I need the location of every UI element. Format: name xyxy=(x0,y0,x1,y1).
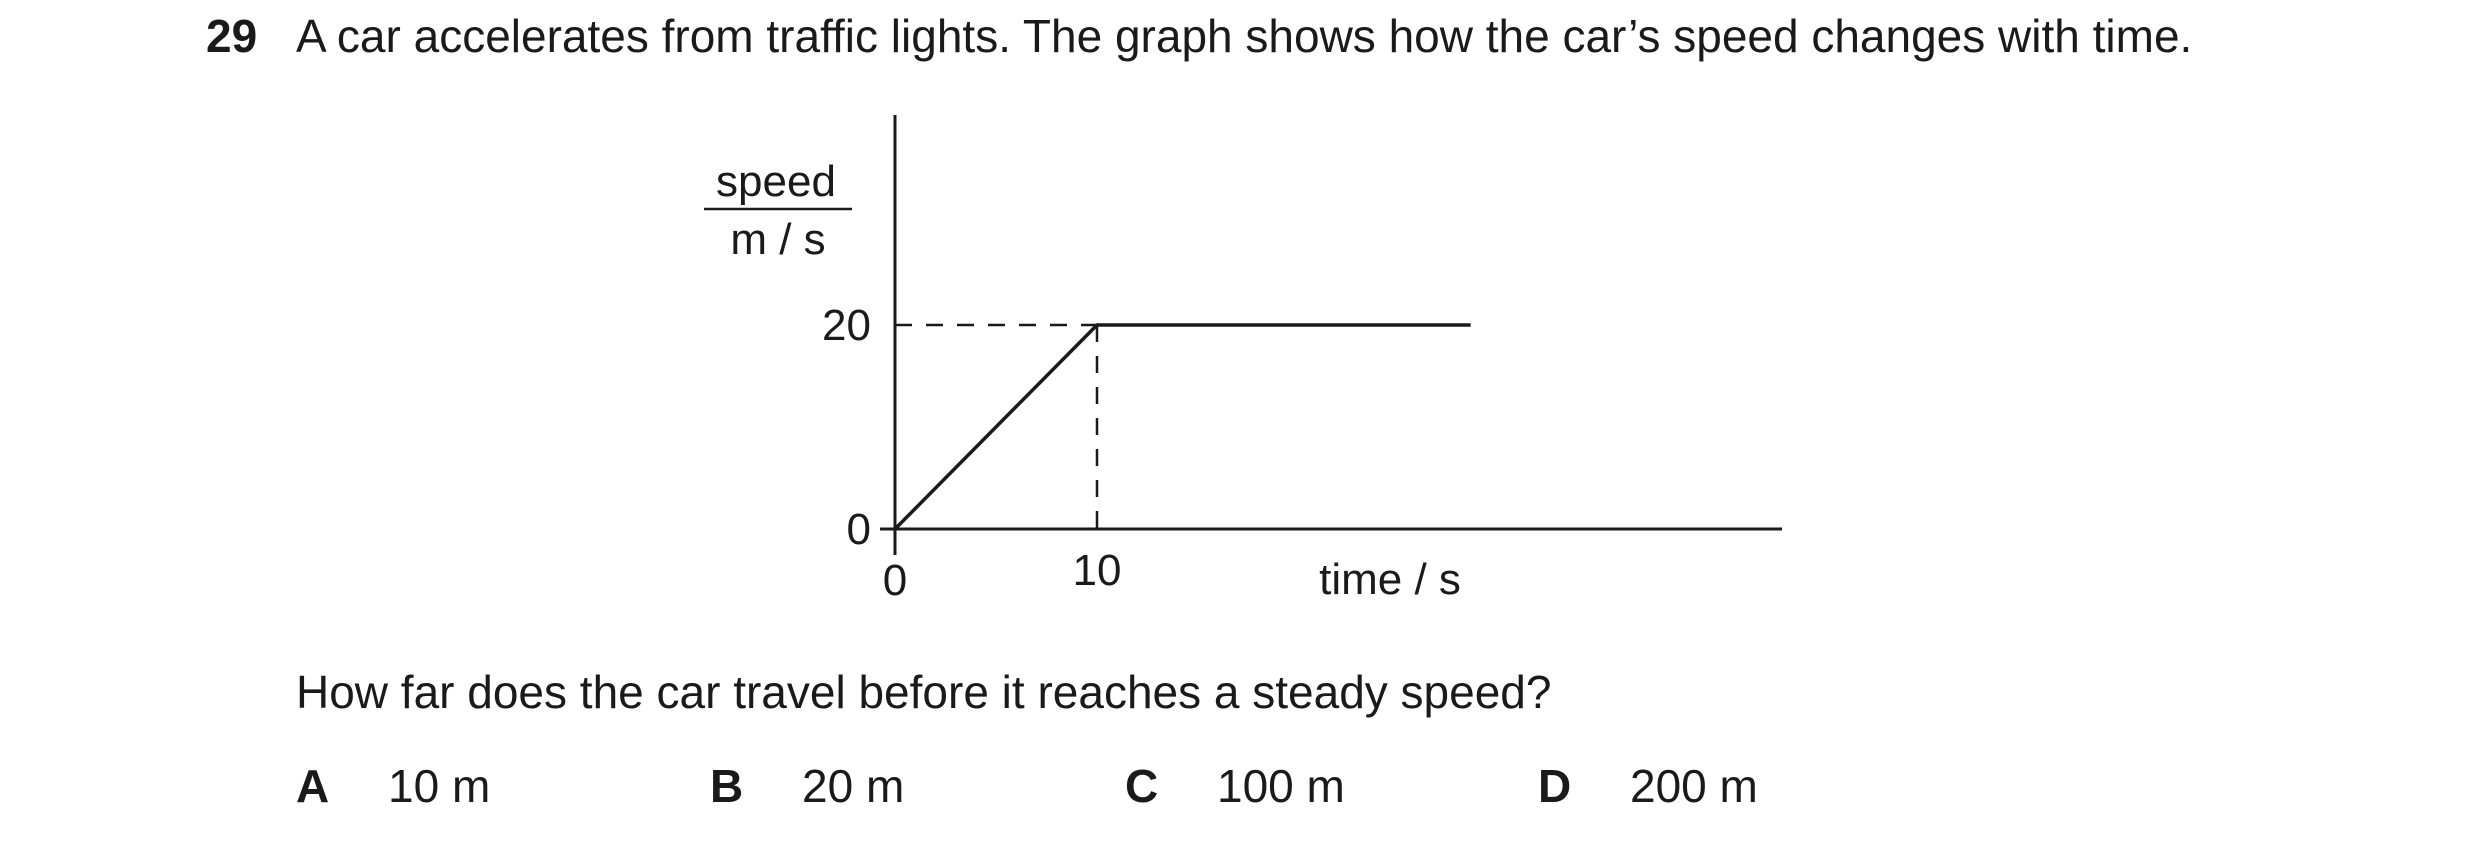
option-a-letter: A xyxy=(296,760,330,812)
x-axis-label: time / s xyxy=(1319,555,1461,604)
option-b-value: 20 m xyxy=(802,760,905,812)
option-a-value: 10 m xyxy=(388,760,491,812)
axes xyxy=(880,115,1782,555)
data-series xyxy=(893,323,1471,531)
option-c[interactable]: C 100 m xyxy=(1125,756,1345,816)
x-tick-label-0: 0 xyxy=(883,556,907,605)
option-d-value: 200 m xyxy=(1630,760,1758,812)
tick-labels: 0 20 0 10 xyxy=(822,301,1121,605)
y-axis-label-unit: m / s xyxy=(730,215,825,264)
x-tick-label-1: 10 xyxy=(1073,546,1122,595)
option-d[interactable]: D 200 m xyxy=(1538,756,1758,816)
speed-time-graph: speed m / s time / s 0 20 0 10 xyxy=(704,115,1782,605)
y-axis-label-quantity: speed xyxy=(716,157,836,206)
axis-labels: speed m / s time / s xyxy=(704,157,1461,604)
option-c-letter: C xyxy=(1125,760,1159,812)
option-a[interactable]: A 10 m xyxy=(296,756,490,816)
question-stem: A car accelerates from traffic lights. T… xyxy=(296,10,2193,62)
question-number: 29 xyxy=(206,10,258,62)
guide-lines xyxy=(895,323,1099,529)
y-tick-label-1: 20 xyxy=(822,301,871,350)
option-c-value: 100 m xyxy=(1217,760,1345,812)
question-prompt: How far does the car travel before it re… xyxy=(296,666,1552,718)
option-b[interactable]: B 20 m xyxy=(710,756,904,816)
option-d-letter: D xyxy=(1538,760,1572,812)
y-tick-label-0: 0 xyxy=(847,505,871,554)
option-b-letter: B xyxy=(710,760,744,812)
series-line-0 xyxy=(893,323,1471,531)
